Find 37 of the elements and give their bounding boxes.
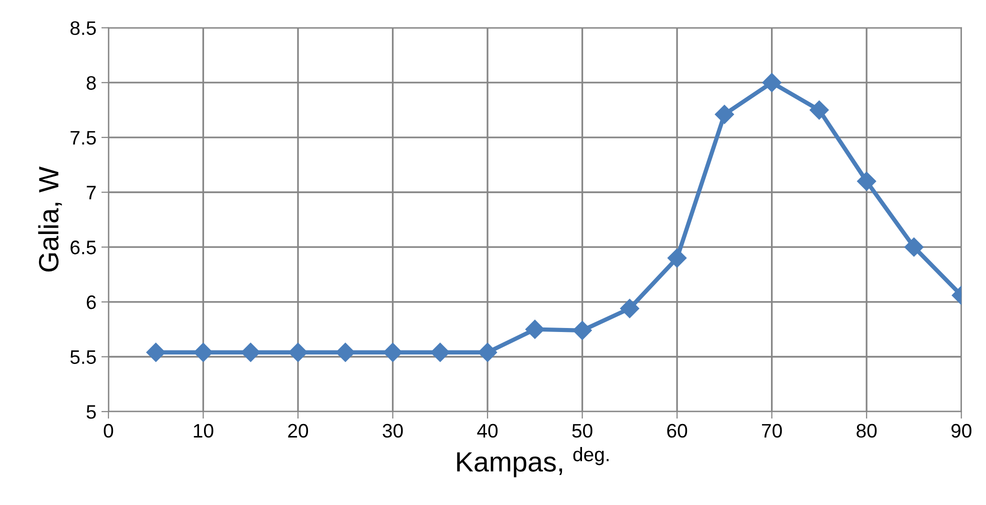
point: [430, 342, 450, 362]
point: [383, 342, 402, 362]
y-tick-label: 5: [86, 405, 96, 419]
point: [668, 248, 687, 268]
point: [904, 238, 924, 257]
x-tick-label: 90: [951, 424, 972, 438]
point: [810, 100, 829, 120]
x-tick-label: 40: [477, 424, 498, 438]
point: [288, 342, 308, 362]
x-tick-label: 70: [762, 424, 782, 438]
y-tick-label: 6.5: [70, 240, 96, 254]
y-tick-label: 7: [86, 186, 96, 200]
point: [194, 342, 213, 362]
x-tick-label: 20: [288, 424, 308, 438]
point: [241, 342, 260, 362]
point: [525, 320, 544, 339]
x-tick-label: 60: [667, 424, 688, 438]
y-axis-title: Galia, W: [38, 166, 62, 272]
point: [857, 172, 876, 191]
point: [572, 320, 592, 340]
point: [146, 342, 166, 362]
point: [714, 104, 734, 124]
point: [620, 298, 640, 318]
y-tick-label: 8.5: [70, 21, 96, 36]
x-tick-label: 0: [104, 424, 114, 438]
y-tick-label: 7.5: [70, 131, 96, 145]
x-tick-label: 80: [856, 424, 877, 438]
y-tick-label: 5.5: [70, 350, 96, 364]
y-tick-label: 8: [86, 76, 96, 90]
x-tick-label: 10: [194, 424, 214, 438]
x-axis-title: Kampas, $^{deg.}$: [457, 447, 609, 478]
x-tick-label: 30: [382, 424, 403, 438]
x-tick-label: 50: [572, 424, 592, 438]
point: [762, 73, 782, 92]
point: [478, 342, 498, 362]
y-tick-label: 6: [86, 295, 96, 310]
point: [336, 342, 355, 362]
